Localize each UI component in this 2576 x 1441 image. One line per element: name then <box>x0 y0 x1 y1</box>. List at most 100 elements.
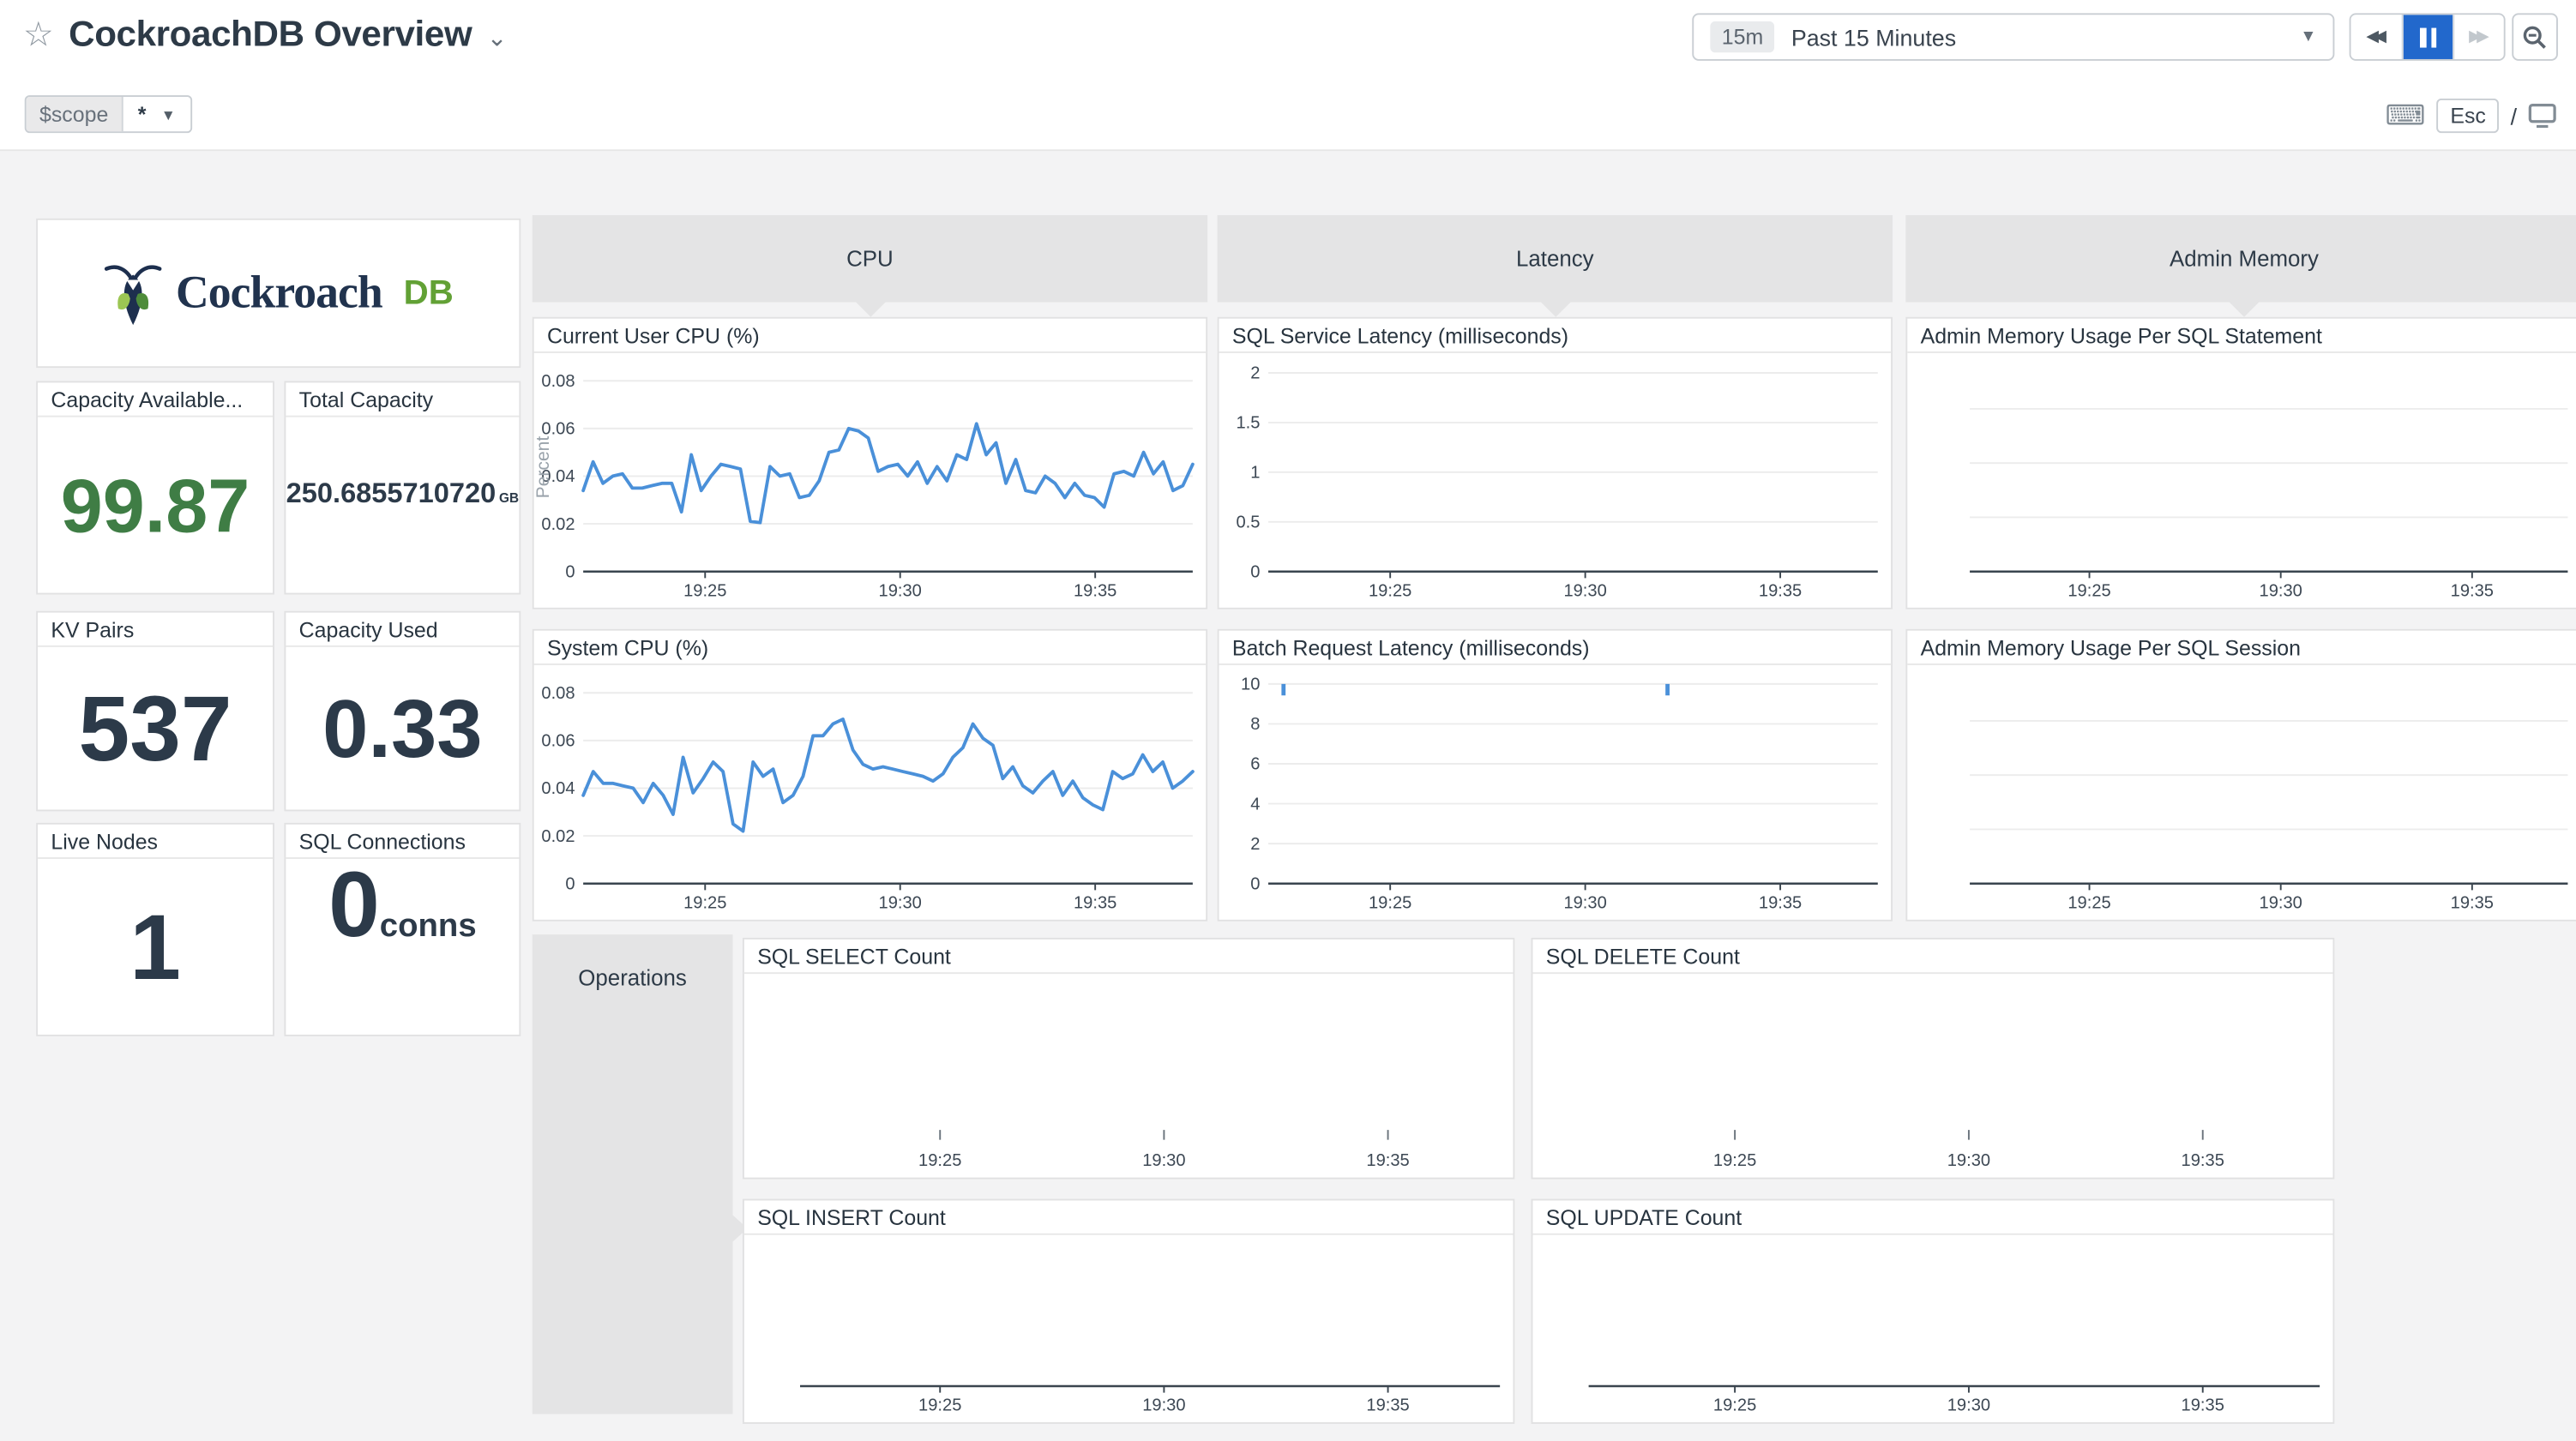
chart-sql-select-count[interactable]: SQL SELECT Count 19:25 19:30 19:35 <box>742 937 1515 1180</box>
svg-text:0: 0 <box>565 874 575 893</box>
logo-widget[interactable]: Cockroach DB <box>36 218 521 369</box>
svg-text:19:30: 19:30 <box>1947 1396 1990 1415</box>
chart-title: System CPU (%) <box>533 631 1207 665</box>
svg-text:19:30: 19:30 <box>1142 1396 1185 1415</box>
group-header-admin-memory[interactable]: Admin Memory <box>1905 214 2576 317</box>
pause-icon <box>2420 27 2437 47</box>
svg-text:19:30: 19:30 <box>879 581 922 600</box>
fast-forward-button[interactable]: ▶▶ <box>2453 15 2504 59</box>
chart-plot-area[interactable]: 0 0.5 1 1.5 2 19:25 19:30 19:35 <box>1219 353 1892 608</box>
chart-plot-area[interactable]: 0 0.02 0.04 0.06 0.08 19:25 19:30 19:35 <box>534 665 1207 920</box>
widget-capacity-used[interactable]: Capacity Used 0.33 <box>284 610 521 812</box>
title-chevron-down-icon[interactable]: ⌄ <box>486 24 508 53</box>
time-range-selector[interactable]: 15m Past 15 Minutes ▼ <box>1692 13 2335 61</box>
svg-text:0: 0 <box>1250 874 1260 893</box>
chart-title: SQL SELECT Count <box>743 940 1514 975</box>
svg-text:0.08: 0.08 <box>541 684 575 703</box>
widget-value: 0.33 <box>322 682 483 775</box>
svg-text:19:25: 19:25 <box>1713 1396 1756 1415</box>
chart-sql-delete-count[interactable]: SQL DELETE Count 19:25 19:30 19:35 <box>1531 937 2335 1180</box>
widget-total-capacity[interactable]: Total Capacity 250.6855710720 GB <box>284 381 521 595</box>
svg-text:0.02: 0.02 <box>541 827 575 846</box>
chart-batch-request-latency[interactable]: Batch Request Latency (milliseconds) 0 2 4… <box>1217 628 1893 922</box>
chart-current-user-cpu[interactable]: Current User CPU (%) 0 0.02 0.04 0.06 0.08 19… <box>532 316 1208 609</box>
widget-capacity-available[interactable]: Capacity Available... 99.87 <box>36 381 274 595</box>
group-header-latency[interactable]: Latency <box>1217 214 1893 317</box>
chart-sql-service-latency[interactable]: SQL Service Latency (milliseconds) 0 0.5 1… <box>1217 316 1893 609</box>
widget-title: Total Capacity <box>286 382 520 417</box>
scope-value: * ▼ <box>123 97 191 131</box>
chart-plot-area[interactable]: 0 2 4 6 8 10 19:25 19:30 19:35 <box>1219 665 1892 920</box>
svg-text:4: 4 <box>1250 795 1260 814</box>
svg-text:19:30: 19:30 <box>2260 893 2302 912</box>
chart-plot-area[interactable]: 19:25 19:30 19:35 <box>1907 353 2576 608</box>
svg-text:19:25: 19:25 <box>918 1396 961 1415</box>
esc-key-hint: Esc <box>2436 98 2500 134</box>
svg-text:19:35: 19:35 <box>1366 1396 1409 1415</box>
svg-text:19:30: 19:30 <box>1563 581 1606 600</box>
svg-text:19:30: 19:30 <box>879 893 922 912</box>
svg-text:19:35: 19:35 <box>2182 1396 2224 1415</box>
chart-title: SQL Service Latency (milliseconds) <box>1219 319 1892 353</box>
widget-value: 537 <box>78 675 232 780</box>
favorite-star-icon[interactable]: ☆ <box>22 15 54 54</box>
cockroachdb-logo: Cockroach DB <box>38 220 519 367</box>
chart-title: SQL UPDATE Count <box>1532 1200 2333 1235</box>
chart-title: Admin Memory Usage Per SQL Statement <box>1907 319 2576 353</box>
chart-sql-update-count[interactable]: SQL UPDATE Count 19:25 19:30 19:35 <box>1531 1198 2335 1425</box>
svg-text:19:35: 19:35 <box>1074 893 1116 912</box>
widget-sql-connections[interactable]: SQL Connections 0 conns <box>284 822 521 1036</box>
svg-text:0.04: 0.04 <box>541 467 575 486</box>
zoom-out-button[interactable] <box>2512 13 2558 61</box>
svg-text:0.06: 0.06 <box>541 732 575 751</box>
template-variable-scope[interactable]: $scope * ▼ <box>24 95 192 134</box>
svg-text:19:25: 19:25 <box>2067 581 2110 600</box>
svg-text:0.02: 0.02 <box>541 515 575 534</box>
svg-text:19:30: 19:30 <box>2260 581 2302 600</box>
svg-text:19:30: 19:30 <box>1947 1151 1990 1170</box>
chart-system-cpu[interactable]: System CPU (%) 0 0.02 0.04 0.06 0.08 19:25 19:… <box>532 628 1208 922</box>
svg-text:19:25: 19:25 <box>683 893 726 912</box>
chart-plot-area[interactable]: 19:25 19:30 19:35 <box>1907 665 2576 920</box>
svg-text:10: 10 <box>1241 675 1260 694</box>
svg-text:19:25: 19:25 <box>683 581 726 600</box>
svg-text:0: 0 <box>565 562 575 581</box>
chart-plot-area[interactable]: 19:25 19:30 19:35 <box>1532 1235 2332 1422</box>
group-header-operations[interactable]: Operations <box>532 934 748 1414</box>
widget-title: SQL Connections <box>286 825 520 859</box>
group-label: Admin Memory <box>2170 246 2319 272</box>
svg-text:0.06: 0.06 <box>541 420 575 439</box>
widget-title: Capacity Used <box>286 613 520 647</box>
chart-admin-memory-statement[interactable]: Admin Memory Usage Per SQL Statement 19:… <box>1905 316 2576 609</box>
chart-plot-area[interactable]: 0 0.02 0.04 0.06 0.08 19:25 19:30 19:35 Percent <box>533 353 1207 608</box>
chart-plot-area[interactable]: 19:25 19:30 19:35 <box>744 1235 1514 1422</box>
chart-admin-memory-session[interactable]: Admin Memory Usage Per SQL Session 19:25… <box>1905 628 2576 922</box>
rewind-button[interactable]: ◀◀ <box>2350 15 2402 59</box>
svg-text:Percent: Percent <box>534 436 553 499</box>
chart-title: Admin Memory Usage Per SQL Session <box>1907 631 2576 665</box>
chart-title: Current User CPU (%) <box>533 319 1207 353</box>
svg-text:19:35: 19:35 <box>1759 581 1802 600</box>
widget-kv-pairs[interactable]: KV Pairs 537 <box>36 610 274 812</box>
svg-text:19:35: 19:35 <box>2451 893 2494 912</box>
group-header-cpu[interactable]: CPU <box>532 214 1208 317</box>
widget-title: Live Nodes <box>38 825 274 859</box>
chart-plot-area[interactable]: 19:25 19:30 19:35 <box>1532 974 2332 1178</box>
shortcut-hint-row: ⌨ Esc / <box>2385 98 2556 134</box>
pause-button[interactable] <box>2401 15 2453 59</box>
scope-caret-icon: ▼ <box>160 105 176 123</box>
time-range-badge: 15m <box>1710 21 1775 53</box>
title-row: ☆ CockroachDB Overview ⌄ <box>23 13 508 56</box>
dashboard-canvas: Cockroach DB Capacity Available... 99.87… <box>0 153 2576 1440</box>
svg-text:8: 8 <box>1250 715 1260 734</box>
scope-label: $scope <box>26 97 123 132</box>
svg-text:0: 0 <box>1250 562 1260 581</box>
keyboard-icon[interactable]: ⌨ <box>2385 99 2426 132</box>
tv-mode-icon[interactable] <box>2528 103 2556 129</box>
svg-text:19:35: 19:35 <box>1759 893 1802 912</box>
svg-text:2: 2 <box>1250 364 1260 383</box>
widget-live-nodes[interactable]: Live Nodes 1 <box>36 822 274 1036</box>
svg-text:0.04: 0.04 <box>541 779 575 798</box>
chart-plot-area[interactable]: 19:25 19:30 19:35 <box>744 974 1514 1178</box>
chart-sql-insert-count[interactable]: SQL INSERT Count 19:25 19:30 19:35 <box>742 1198 1515 1425</box>
